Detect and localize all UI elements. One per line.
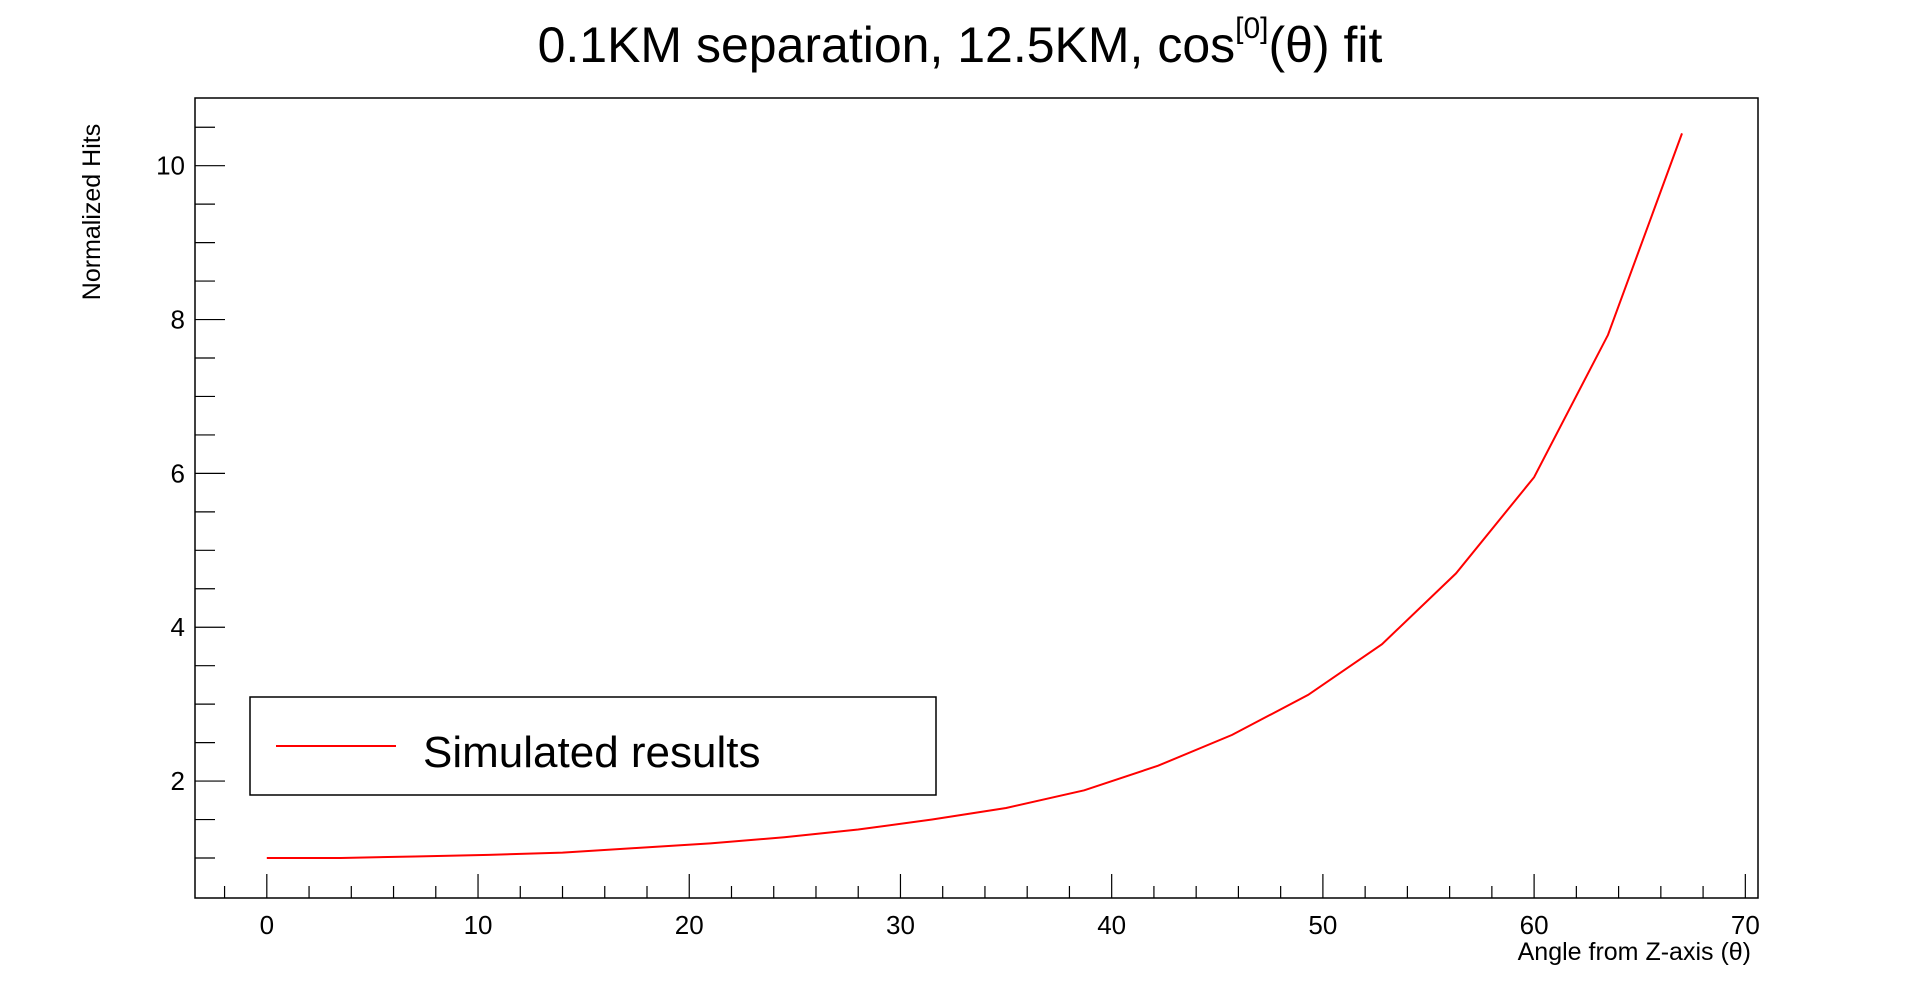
data-point: [265, 856, 269, 860]
x-axis: 0 10 20 30 40 50 60 70: [223, 874, 1760, 940]
data-point: [1380, 642, 1384, 646]
data-point: [413, 854, 417, 858]
x-axis-title: Angle from Z-axis (θ): [1518, 938, 1751, 966]
data-point: [1606, 333, 1610, 337]
x-tick-label: 30: [886, 910, 915, 940]
x-tick-label: 10: [464, 910, 493, 940]
x-tick-label: 40: [1097, 910, 1126, 940]
legend: Simulated results: [249, 696, 937, 796]
x-tick-label: 60: [1520, 910, 1549, 940]
x-tick-label: 20: [675, 910, 704, 940]
series-line-simulated-results: [266, 133, 1683, 859]
data-point: [487, 853, 491, 857]
data-point: [1230, 733, 1234, 737]
data-point: [1156, 764, 1160, 768]
data-point: [708, 841, 712, 845]
y-tick-label: 6: [171, 458, 185, 488]
data-point: [1004, 806, 1008, 810]
x-tick-label: 50: [1308, 910, 1337, 940]
data-point: [561, 851, 565, 855]
y-tick-label: 2: [171, 766, 185, 796]
legend-label: Simulated results: [423, 728, 760, 777]
x-tick-label: 0: [260, 910, 274, 940]
data-point: [782, 835, 786, 839]
data-point: [856, 828, 860, 832]
y-tick-label: 4: [171, 612, 185, 642]
data-point: [339, 856, 343, 860]
data-point: [1680, 131, 1684, 135]
data-point: [930, 818, 934, 822]
plot-frame: [194, 97, 1759, 899]
data-point: [1082, 788, 1086, 792]
y-tick-label: 8: [171, 305, 185, 335]
y-tick-label: 10: [156, 151, 185, 181]
data-point: [1306, 693, 1310, 697]
y-axis-title: Normalized Hits: [78, 124, 106, 300]
data-point: [1454, 571, 1458, 575]
x-tick-label: 70: [1731, 910, 1760, 940]
data-point: [1532, 475, 1536, 479]
data-point: [634, 846, 638, 850]
y-axis: 2 4 6 8 10: [156, 126, 225, 859]
chart-title: 0.1KM separation, 12.5KM, cos[0](θ) fit: [538, 12, 1383, 73]
